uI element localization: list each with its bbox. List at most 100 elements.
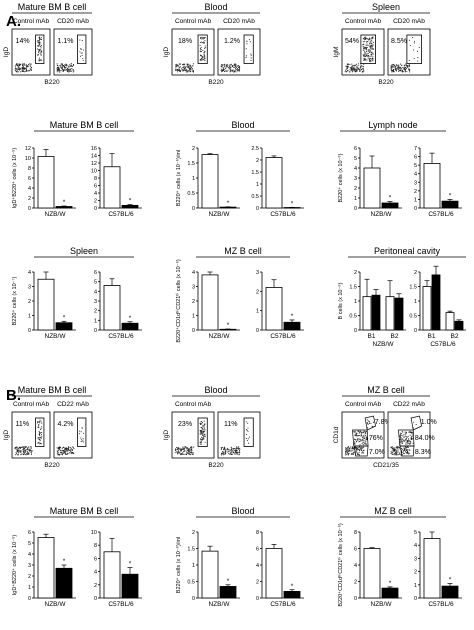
- x-category-label: C57BL/6: [428, 601, 454, 608]
- flow-dot: [353, 69, 355, 71]
- flow-dot: [40, 420, 42, 422]
- flow-dot: [363, 437, 365, 439]
- flow-dot: [186, 63, 188, 65]
- y-tick-label: 1.5: [409, 285, 417, 291]
- flow-dot: [23, 450, 25, 452]
- flow-dot: [39, 37, 41, 39]
- flow-dot: [372, 421, 375, 423]
- flow-dot: [29, 63, 31, 65]
- flow-dot: [363, 71, 365, 73]
- significance-star: *: [227, 322, 230, 329]
- flow-dot: [66, 70, 68, 72]
- y-tick-label: 1.5: [187, 547, 195, 553]
- chart-ylabel: B cells (x 10⁻⁶): [337, 282, 344, 319]
- x-category-label: NZB/W: [45, 211, 67, 218]
- flow-dot: [26, 453, 28, 456]
- y-tick-label: 0: [354, 328, 357, 334]
- flow-dot: [361, 432, 363, 434]
- flow-dot: [186, 447, 188, 449]
- bar-title-b-blood: Blood: [231, 506, 254, 516]
- flow-dot: [247, 422, 249, 424]
- y-tick-label: 4: [28, 186, 31, 192]
- flow-dot: [364, 53, 366, 55]
- flow-dot: [192, 69, 194, 72]
- flow-dot: [16, 449, 18, 451]
- flow-dot: [38, 42, 40, 44]
- flow-dot: [176, 66, 178, 68]
- flow-dot: [363, 430, 365, 432]
- flow-dot: [179, 452, 181, 455]
- flow-dot: [188, 453, 190, 455]
- flow-dot: [37, 422, 39, 424]
- flow-dot: [350, 67, 352, 69]
- flow-dot: [418, 46, 420, 49]
- flow-a-spleen-plot-label: Control mAb: [345, 18, 382, 25]
- flow-a-spleen-plot-frame: [341, 28, 385, 76]
- flow-dot: [347, 66, 349, 68]
- flow-dot: [200, 48, 202, 51]
- x-category-label: C57BL/6: [108, 601, 134, 608]
- flow-dot: [18, 65, 20, 67]
- flow-dot: [184, 69, 186, 72]
- flow-dot: [237, 69, 239, 71]
- flow-dot: [403, 447, 405, 449]
- flow-dot: [400, 441, 402, 443]
- flow-dot: [178, 68, 180, 70]
- flow-dot: [393, 71, 395, 73]
- flow-dot: [183, 66, 185, 68]
- flow-dot: [81, 427, 83, 429]
- flow-dot: [14, 447, 16, 449]
- flow-dot: [411, 432, 413, 434]
- bar-control: [445, 312, 455, 331]
- flow-dot: [58, 448, 60, 450]
- flow-dot: [396, 447, 398, 449]
- flow-dot: [223, 451, 225, 453]
- flow-dot: [351, 452, 353, 454]
- flow-dot: [362, 447, 364, 449]
- y-tick-label: 4: [94, 289, 97, 295]
- flow-dot: [30, 450, 32, 452]
- flow-dot: [40, 39, 43, 41]
- flow-dot: [203, 52, 205, 54]
- y-tick-label: 1: [192, 563, 195, 569]
- flow-dot: [26, 66, 28, 68]
- flow-dot: [409, 452, 411, 454]
- flow-dot: [400, 69, 402, 71]
- flow-dot: [26, 70, 28, 72]
- flow-dot: [61, 454, 63, 456]
- flow-dot: [16, 446, 18, 448]
- flow-dot: [362, 41, 364, 43]
- flow-dot: [204, 40, 206, 42]
- flow-dot: [233, 66, 235, 68]
- y-tick-label: 1: [28, 314, 31, 320]
- flow-dot: [227, 66, 229, 68]
- gate-percent: 8.5%: [391, 38, 407, 45]
- flow-dot: [345, 65, 347, 67]
- flow-dot: [369, 421, 371, 423]
- flow-dot: [27, 63, 30, 65]
- flow-dot: [222, 68, 224, 70]
- flow-dot: [181, 68, 183, 70]
- flow-dot: [191, 65, 193, 67]
- flow-dot: [390, 452, 392, 454]
- flow-dot: [405, 448, 407, 450]
- flow-dot: [29, 65, 31, 67]
- flow-dot: [398, 70, 400, 73]
- flow-dot: [25, 454, 27, 456]
- flow-dot: [201, 55, 203, 57]
- flow-dot: [221, 447, 224, 449]
- flow-dot: [39, 44, 41, 46]
- y-tick-label: 8: [94, 176, 97, 182]
- flow-dot: [27, 452, 29, 454]
- flow-dot: [28, 450, 31, 452]
- flow-dot: [369, 49, 371, 51]
- flow-dot: [179, 71, 181, 73]
- flow-dot: [417, 60, 419, 62]
- flow-b-blood-xlabel: B220: [208, 462, 224, 469]
- flow-dot: [362, 44, 364, 46]
- flow-dot: [238, 65, 240, 67]
- y-tick-label: 2: [94, 199, 97, 205]
- flow-dot: [185, 66, 187, 68]
- flow-dot: [26, 449, 28, 451]
- flow-dot: [203, 53, 205, 55]
